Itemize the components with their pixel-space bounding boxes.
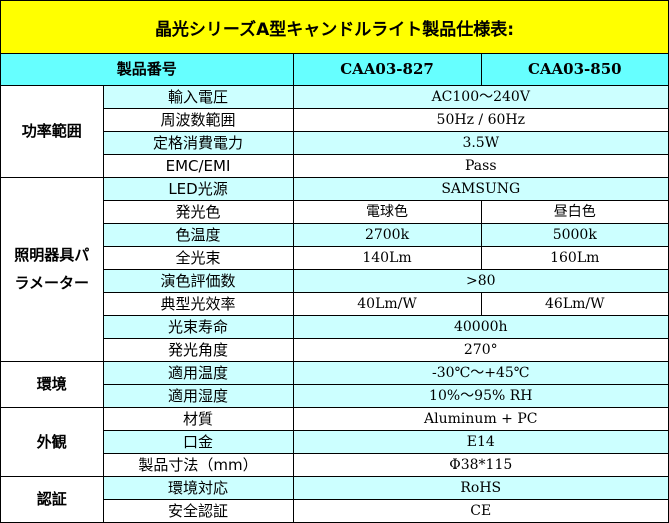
table-row: 安全認証 CE	[1, 498, 669, 522]
row-value: SAMSUNG	[292, 176, 669, 201]
table-row: EMC/EMI Pass	[1, 153, 669, 178]
table-row: 光束寿命 40000h	[1, 314, 669, 339]
row-label: 色温度	[103, 222, 294, 247]
table-row: 色温度 2700k 5000k	[1, 222, 669, 247]
model-b-header: CAA03-850	[480, 54, 669, 86]
row-label: 定格消費電力	[103, 130, 294, 155]
group-environment: 環境	[1, 360, 104, 408]
row-label: EMC/EMI	[103, 153, 294, 178]
row-value: Aluminum + PC	[292, 406, 669, 431]
row-value: -30℃～+45℃	[292, 360, 669, 385]
row-value: AC100～240V	[292, 84, 669, 109]
group-power: 功率範囲	[1, 84, 104, 178]
sheet-title: 晶光シリーズA型キャンドルライト製品仕様表:	[1, 1, 668, 54]
table-row: 演色評価数 >80	[1, 268, 669, 293]
row-label: 適用湿度	[103, 383, 294, 408]
table-row: 照明器具パラメーター LED光源 SAMSUNG	[1, 176, 669, 362]
table-row: 適用湿度 10%～95% RH	[1, 383, 669, 408]
row-value: Pass	[292, 153, 669, 178]
row-label: 周波数範囲	[103, 107, 294, 132]
row-value-a: 140Lm	[292, 245, 482, 270]
row-label: 発光角度	[103, 337, 294, 362]
row-label: 口金	[103, 429, 294, 454]
row-label: 演色評価数	[103, 268, 294, 293]
row-label: 光束寿命	[103, 314, 294, 339]
row-value: CE	[292, 498, 669, 522]
row-label: 環境対応	[102, 475, 294, 500]
row-value: >80	[292, 268, 669, 293]
row-label: 発光色	[103, 199, 294, 224]
group-lighting: 照明器具パラメーター	[1, 176, 104, 362]
model-a-header: CAA03-827	[292, 54, 482, 86]
table-header-row: 製品番号 CAA03-827 CAA03-850	[1, 54, 669, 86]
row-value: 270°	[292, 337, 669, 362]
group-appearance: 外観	[1, 406, 104, 477]
spec-table: 製品番号 CAA03-827 CAA03-850 功率範囲 輸入電圧 AC100…	[1, 54, 669, 523]
row-value: 50Hz / 60Hz	[292, 107, 669, 132]
row-value-a: 40Lm/W	[292, 291, 482, 316]
table-row: 周波数範囲 50Hz / 60Hz	[1, 107, 669, 132]
table-row: 製品寸法（mm） Φ38*115	[1, 452, 669, 477]
table-row: 全光束 140Lm 160Lm	[1, 245, 669, 270]
row-label: 全光束	[103, 245, 294, 270]
table-row: 認証 環境対応 RoHS	[1, 475, 669, 523]
row-value: RoHS	[292, 475, 669, 500]
table-row: 典型光效率 40Lm/W 46Lm/W	[1, 291, 669, 316]
row-label: LED光源	[102, 176, 294, 201]
table-row: 外観 材質 Aluminum + PC	[1, 406, 669, 477]
row-value: 10%～95% RH	[292, 383, 669, 408]
row-value-b: 46Lm/W	[480, 291, 669, 316]
table-row: 定格消費電力 3.5W	[1, 130, 669, 155]
product-number-header: 製品番号	[1, 54, 294, 86]
row-label: 材質	[102, 406, 294, 431]
row-value-b: 160Lm	[480, 245, 669, 270]
table-row: 環境 適用温度 -30℃～+45℃	[1, 360, 669, 408]
row-label: 典型光效率	[103, 291, 294, 316]
table-row: 発光色 電球色 昼白色	[1, 199, 669, 224]
group-certification: 認証	[1, 475, 104, 523]
row-label: 製品寸法（mm）	[103, 452, 294, 477]
row-value: E14	[292, 429, 669, 454]
row-label: 適用温度	[102, 360, 294, 385]
row-value-a: 2700k	[292, 222, 482, 247]
row-label: 安全認証	[103, 498, 294, 522]
row-value-b: 昼白色	[480, 199, 669, 224]
table-row: 口金 E14	[1, 429, 669, 454]
row-value: 40000h	[292, 314, 669, 339]
row-value-b: 5000k	[480, 222, 669, 247]
row-value: Φ38*115	[292, 452, 669, 477]
table-row: 功率範囲 輸入電圧 AC100～240V	[1, 84, 669, 178]
row-value: 3.5W	[292, 130, 669, 155]
row-value-a: 電球色	[292, 199, 482, 224]
row-label: 輸入電圧	[102, 84, 294, 109]
